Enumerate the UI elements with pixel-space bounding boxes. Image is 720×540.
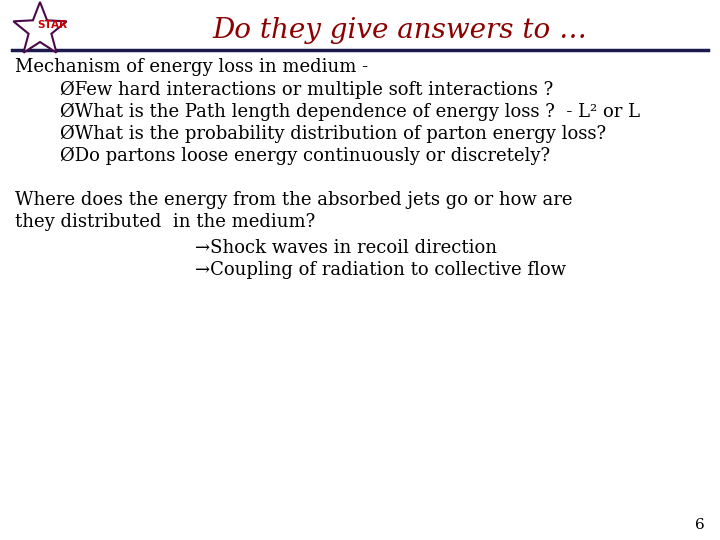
Text: Mechanism of energy loss in medium -: Mechanism of energy loss in medium - bbox=[15, 58, 368, 76]
Text: STAR: STAR bbox=[37, 20, 67, 30]
Text: Do they give answers to …: Do they give answers to … bbox=[212, 17, 588, 44]
Text: 6: 6 bbox=[696, 518, 705, 532]
Text: ØFew hard interactions or multiple soft interactions ?: ØFew hard interactions or multiple soft … bbox=[60, 81, 553, 99]
Text: ØWhat is the probability distribution of parton energy loss?: ØWhat is the probability distribution of… bbox=[60, 125, 606, 143]
Text: Where does the energy from the absorbed jets go or how are: Where does the energy from the absorbed … bbox=[15, 191, 572, 209]
Text: →Coupling of radiation to collective flow: →Coupling of radiation to collective flo… bbox=[195, 261, 566, 279]
Text: ØWhat is the Path length dependence of energy loss ?  - L² or L: ØWhat is the Path length dependence of e… bbox=[60, 103, 640, 121]
Polygon shape bbox=[14, 2, 67, 53]
Text: ØDo partons loose energy continuously or discretely?: ØDo partons loose energy continuously or… bbox=[60, 147, 550, 165]
Text: →Shock waves in recoil direction: →Shock waves in recoil direction bbox=[195, 239, 497, 257]
Text: they distributed  in the medium?: they distributed in the medium? bbox=[15, 213, 315, 231]
